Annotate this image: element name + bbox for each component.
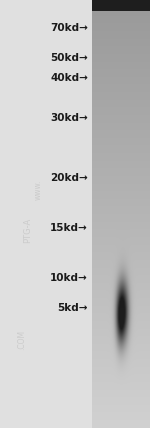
Text: 70kd→: 70kd→ [50, 23, 88, 33]
Text: 40kd→: 40kd→ [50, 73, 88, 83]
Text: 50kd→: 50kd→ [50, 53, 88, 63]
Text: 5kd→: 5kd→ [57, 303, 88, 313]
Text: .COM: .COM [18, 330, 27, 350]
Text: 10kd→: 10kd→ [50, 273, 88, 283]
Text: 15kd→: 15kd→ [50, 223, 88, 233]
Text: PTG-A: PTG-A [24, 217, 33, 243]
Text: 30kd→: 30kd→ [50, 113, 88, 123]
Text: 20kd→: 20kd→ [50, 173, 88, 183]
Text: www.: www. [33, 180, 42, 200]
